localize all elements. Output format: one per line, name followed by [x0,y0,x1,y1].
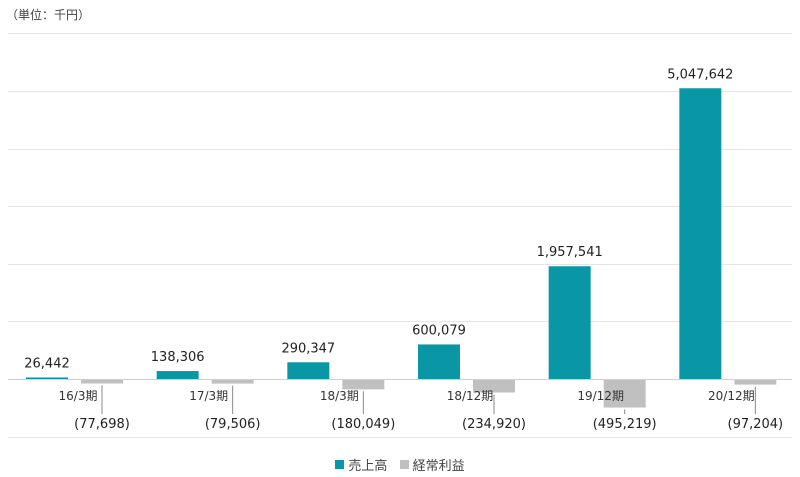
legend-label-ordinary-profit: 経常利益 [412,459,465,474]
bar-sales-3 [418,344,460,379]
bar-sales-2 [287,362,330,379]
bar-chart: 26,442 16/3期 (77,698) 138,306 17/3期 (79,506) 2… [8,33,792,438]
category-label-0: 16/3期 [59,389,98,403]
category-label-3: 18/12期 [447,389,494,403]
legend-item-sales: 売上高 [335,455,387,474]
bar-sales-5 [679,88,722,379]
category-label-1: 17/3期 [189,389,228,403]
bar-ordinary-profit-3 [473,379,515,393]
data-label-sales-3: 600,079 [412,323,466,338]
unit-label: （単位：千円） [6,8,91,22]
legend-swatch-sales [335,460,345,469]
data-label-sales-2: 290,347 [281,341,335,356]
category-label-4: 19/12期 [577,389,624,403]
bar-ordinary-profit-4 [603,379,646,408]
data-label-ordinary-profit-5: (97,204) [728,417,784,432]
bar-ordinary-profit-2 [342,379,385,390]
data-label-ordinary-profit-1: (79,506) [205,417,261,432]
data-label-sales-0: 26,442 [24,356,70,371]
data-label-ordinary-profit-4: (495,219) [593,417,657,432]
category-label-5: 20/12期 [708,389,755,403]
data-label-sales-4: 1,957,541 [537,245,603,260]
data-label-ordinary-profit-0: (77,698) [74,417,130,432]
bar-ordinary-profit-5 [734,379,777,385]
bar-sales-1 [156,371,199,379]
legend-item-ordinary-profit: 経常利益 [399,455,465,474]
data-label-ordinary-profit-3: (234,920) [462,417,526,432]
category-label-2: 18/3期 [320,389,359,403]
data-label-ordinary-profit-2: (180,049) [331,417,395,432]
data-label-sales-5: 5,047,642 [667,67,733,82]
legend-swatch-ordinary-profit [399,460,409,469]
legend-label-sales: 売上高 [348,459,388,474]
bar-sales-0 [26,377,68,379]
legend: 売上高 経常利益 [0,455,800,474]
data-label-sales-1: 138,306 [151,350,205,365]
bar-ordinary-profit-1 [211,379,254,384]
bar-sales-4 [548,266,591,379]
bar-ordinary-profit-0 [81,379,123,384]
